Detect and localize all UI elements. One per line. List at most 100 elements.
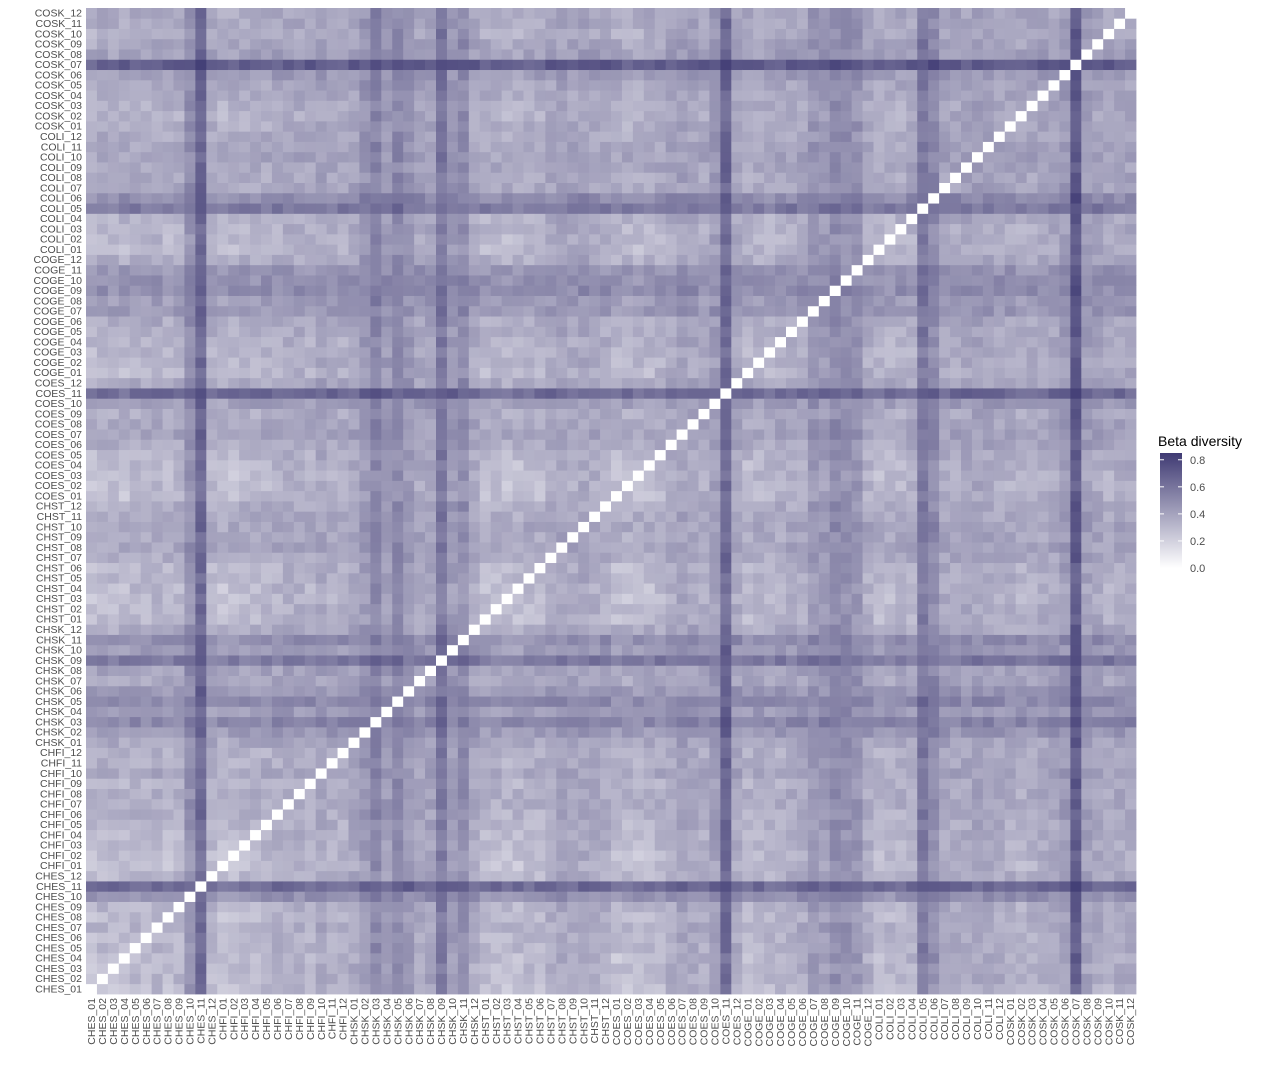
heatmap-cell bbox=[173, 521, 185, 533]
heatmap-cell bbox=[512, 870, 524, 882]
heatmap-cell bbox=[359, 316, 371, 327]
heatmap-cell bbox=[457, 59, 470, 71]
heatmap-cell bbox=[217, 963, 229, 974]
heatmap-cell bbox=[326, 336, 338, 348]
heatmap-cell bbox=[239, 932, 251, 944]
heatmap-cell bbox=[359, 203, 371, 214]
heatmap-cell bbox=[337, 747, 349, 759]
heatmap-cell bbox=[217, 79, 229, 91]
heatmap-cell bbox=[293, 346, 306, 358]
heatmap-cell bbox=[359, 418, 371, 430]
heatmap-cell bbox=[479, 131, 492, 142]
heatmap-cell bbox=[326, 891, 338, 902]
heatmap-cell bbox=[446, 480, 459, 492]
heatmap-cell bbox=[129, 357, 142, 368]
heatmap-cell bbox=[271, 223, 284, 235]
heatmap-cell bbox=[632, 552, 645, 564]
heatmap-cell bbox=[414, 870, 426, 882]
heatmap-cell bbox=[436, 264, 448, 276]
heatmap-cell bbox=[140, 408, 153, 420]
heatmap-cell bbox=[304, 542, 317, 553]
heatmap-cell bbox=[250, 644, 262, 656]
heatmap-cell bbox=[162, 79, 174, 91]
heatmap-cell bbox=[643, 90, 656, 101]
heatmap-cell bbox=[403, 624, 415, 635]
heatmap-cell bbox=[162, 367, 174, 379]
heatmap-cell bbox=[250, 100, 262, 112]
heatmap-cell bbox=[151, 685, 163, 697]
heatmap-cell bbox=[261, 223, 273, 235]
heatmap-cell bbox=[348, 952, 360, 964]
heatmap-cell bbox=[206, 459, 218, 471]
heatmap-cell bbox=[315, 233, 328, 245]
heatmap-cell bbox=[359, 28, 371, 40]
heatmap-cell bbox=[239, 644, 251, 656]
heatmap-cell bbox=[282, 685, 295, 697]
heatmap-cell bbox=[261, 870, 273, 882]
heatmap-cell bbox=[457, 377, 470, 389]
heatmap-cell bbox=[359, 490, 371, 502]
heatmap-cell bbox=[523, 829, 535, 841]
heatmap-cell bbox=[501, 860, 513, 872]
heatmap-cell bbox=[468, 521, 481, 533]
heatmap-cell bbox=[250, 275, 262, 286]
heatmap-cell bbox=[118, 911, 131, 923]
heatmap-cell bbox=[632, 644, 645, 656]
heatmap-cell bbox=[86, 788, 98, 800]
heatmap-cell bbox=[479, 264, 492, 276]
heatmap-cell bbox=[643, 459, 656, 471]
heatmap-cell bbox=[632, 254, 645, 266]
heatmap-cell bbox=[184, 665, 196, 676]
heatmap-cell bbox=[140, 542, 153, 553]
heatmap-cell bbox=[414, 223, 426, 235]
heatmap-cell bbox=[173, 603, 185, 615]
heatmap-cell bbox=[326, 69, 338, 81]
heatmap-cell bbox=[140, 634, 153, 646]
heatmap-cell bbox=[271, 182, 284, 194]
heatmap-cell bbox=[151, 788, 163, 800]
heatmap-cell bbox=[261, 952, 273, 964]
heatmap-cell bbox=[490, 8, 503, 19]
heatmap-cell bbox=[414, 367, 426, 379]
heatmap-cell bbox=[195, 28, 207, 40]
heatmap-cell bbox=[250, 706, 262, 718]
heatmap-cell bbox=[282, 49, 295, 60]
heatmap-cell bbox=[239, 624, 251, 635]
heatmap-cell bbox=[228, 757, 240, 769]
heatmap-cell bbox=[534, 470, 546, 481]
heatmap-cell bbox=[118, 90, 131, 101]
heatmap-cell bbox=[403, 213, 415, 225]
heatmap-cell bbox=[643, 706, 656, 718]
heatmap-cell bbox=[86, 162, 98, 173]
heatmap-cell bbox=[173, 665, 185, 676]
heatmap-cell bbox=[621, 305, 634, 317]
heatmap-cell bbox=[228, 850, 240, 861]
heatmap-cell bbox=[282, 665, 295, 676]
heatmap-cell bbox=[359, 470, 371, 481]
heatmap-cell bbox=[589, 562, 601, 574]
heatmap-cell bbox=[392, 521, 404, 533]
heatmap-cell bbox=[479, 459, 492, 471]
heatmap-cell bbox=[162, 922, 174, 933]
heatmap-cell bbox=[534, 973, 546, 985]
heatmap-cell bbox=[501, 768, 513, 779]
heatmap-cell bbox=[567, 829, 579, 841]
heatmap-cell bbox=[151, 418, 163, 430]
heatmap-cell bbox=[600, 480, 612, 492]
heatmap-cell bbox=[228, 809, 240, 820]
heatmap-cell bbox=[403, 542, 415, 553]
heatmap-cell bbox=[370, 901, 382, 913]
heatmap-cell bbox=[512, 839, 524, 851]
heatmap-cell bbox=[578, 655, 590, 666]
heatmap-cell bbox=[468, 634, 481, 646]
heatmap-cell bbox=[271, 768, 284, 779]
heatmap-cell bbox=[206, 747, 218, 759]
heatmap-cell bbox=[512, 192, 524, 204]
heatmap-cell bbox=[457, 336, 470, 348]
heatmap-cell bbox=[239, 28, 251, 40]
heatmap-cell bbox=[512, 244, 524, 255]
heatmap-cell bbox=[414, 983, 426, 995]
heatmap-cell bbox=[468, 18, 481, 29]
heatmap-cell bbox=[195, 285, 207, 296]
heatmap-cell bbox=[129, 819, 142, 831]
